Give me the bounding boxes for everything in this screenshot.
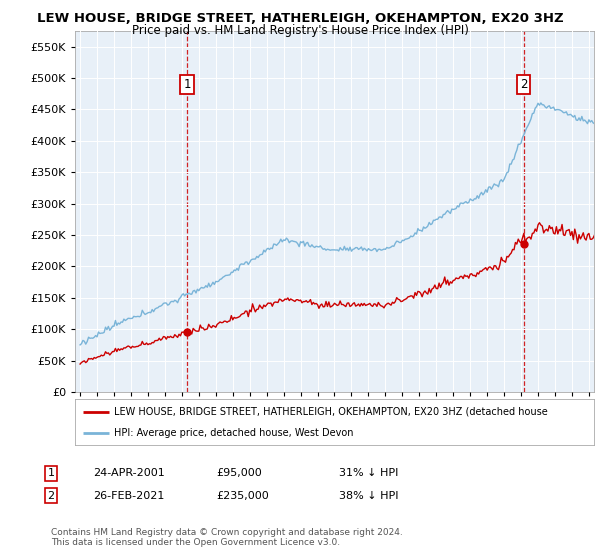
Text: £95,000: £95,000	[216, 468, 262, 478]
Text: 1: 1	[47, 468, 55, 478]
Text: 2: 2	[520, 78, 527, 91]
Text: 2: 2	[47, 491, 55, 501]
Text: Price paid vs. HM Land Registry's House Price Index (HPI): Price paid vs. HM Land Registry's House …	[131, 24, 469, 37]
Text: 24-APR-2001: 24-APR-2001	[93, 468, 165, 478]
Text: Contains HM Land Registry data © Crown copyright and database right 2024.
This d: Contains HM Land Registry data © Crown c…	[51, 528, 403, 547]
Text: LEW HOUSE, BRIDGE STREET, HATHERLEIGH, OKEHAMPTON, EX20 3HZ (detached house: LEW HOUSE, BRIDGE STREET, HATHERLEIGH, O…	[114, 407, 548, 417]
Text: 1: 1	[183, 78, 191, 91]
Text: LEW HOUSE, BRIDGE STREET, HATHERLEIGH, OKEHAMPTON, EX20 3HZ: LEW HOUSE, BRIDGE STREET, HATHERLEIGH, O…	[37, 12, 563, 25]
Text: HPI: Average price, detached house, West Devon: HPI: Average price, detached house, West…	[114, 428, 353, 438]
Text: £235,000: £235,000	[216, 491, 269, 501]
Text: 38% ↓ HPI: 38% ↓ HPI	[339, 491, 398, 501]
Text: 26-FEB-2021: 26-FEB-2021	[93, 491, 164, 501]
Text: 31% ↓ HPI: 31% ↓ HPI	[339, 468, 398, 478]
